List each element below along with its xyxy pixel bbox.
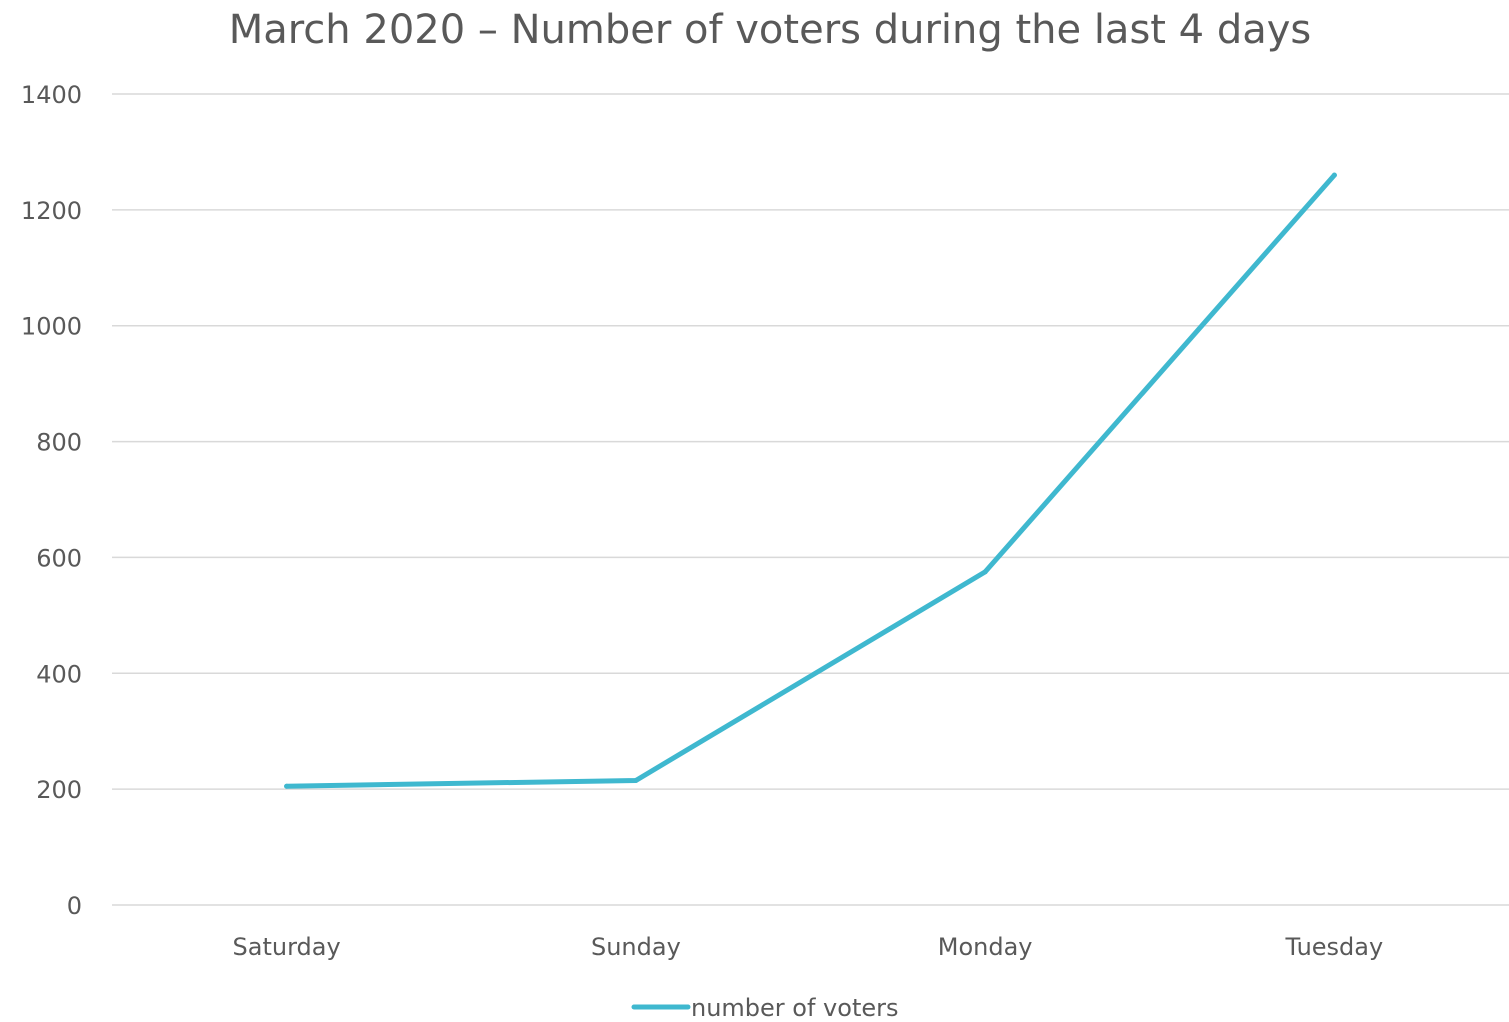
y-tick-label: 1200 (21, 197, 82, 225)
y-tick-label: 200 (36, 776, 82, 804)
legend-label-number-of-voters: number of voters (691, 994, 899, 1022)
y-tick-label: 1400 (21, 81, 82, 109)
x-tick-label: Monday (938, 933, 1033, 961)
data-point (633, 777, 639, 783)
data-point (1331, 172, 1337, 178)
x-tick-label: Sunday (591, 933, 681, 961)
series-line-number-of-voters (284, 172, 1337, 789)
y-tick-label: 1000 (21, 313, 82, 341)
y-tick-label: 800 (36, 429, 82, 457)
chart-title: March 2020 – Number of voters during the… (229, 7, 1312, 53)
series-lines (284, 172, 1337, 789)
x-tick-label: Tuesday (1285, 933, 1384, 961)
y-axis-tick-labels: 0 200 400 600 800 1000 1200 1400 (21, 81, 82, 920)
y-tick-label: 400 (36, 660, 82, 688)
y-tick-label: 600 (36, 544, 82, 572)
data-point (284, 783, 290, 789)
legend: number of voters (631, 994, 899, 1022)
data-point (982, 569, 988, 575)
y-tick-label: 0 (67, 892, 82, 920)
x-tick-label: Saturday (233, 933, 341, 961)
x-axis-tick-labels: Saturday Sunday Monday Tuesday (233, 933, 1384, 961)
